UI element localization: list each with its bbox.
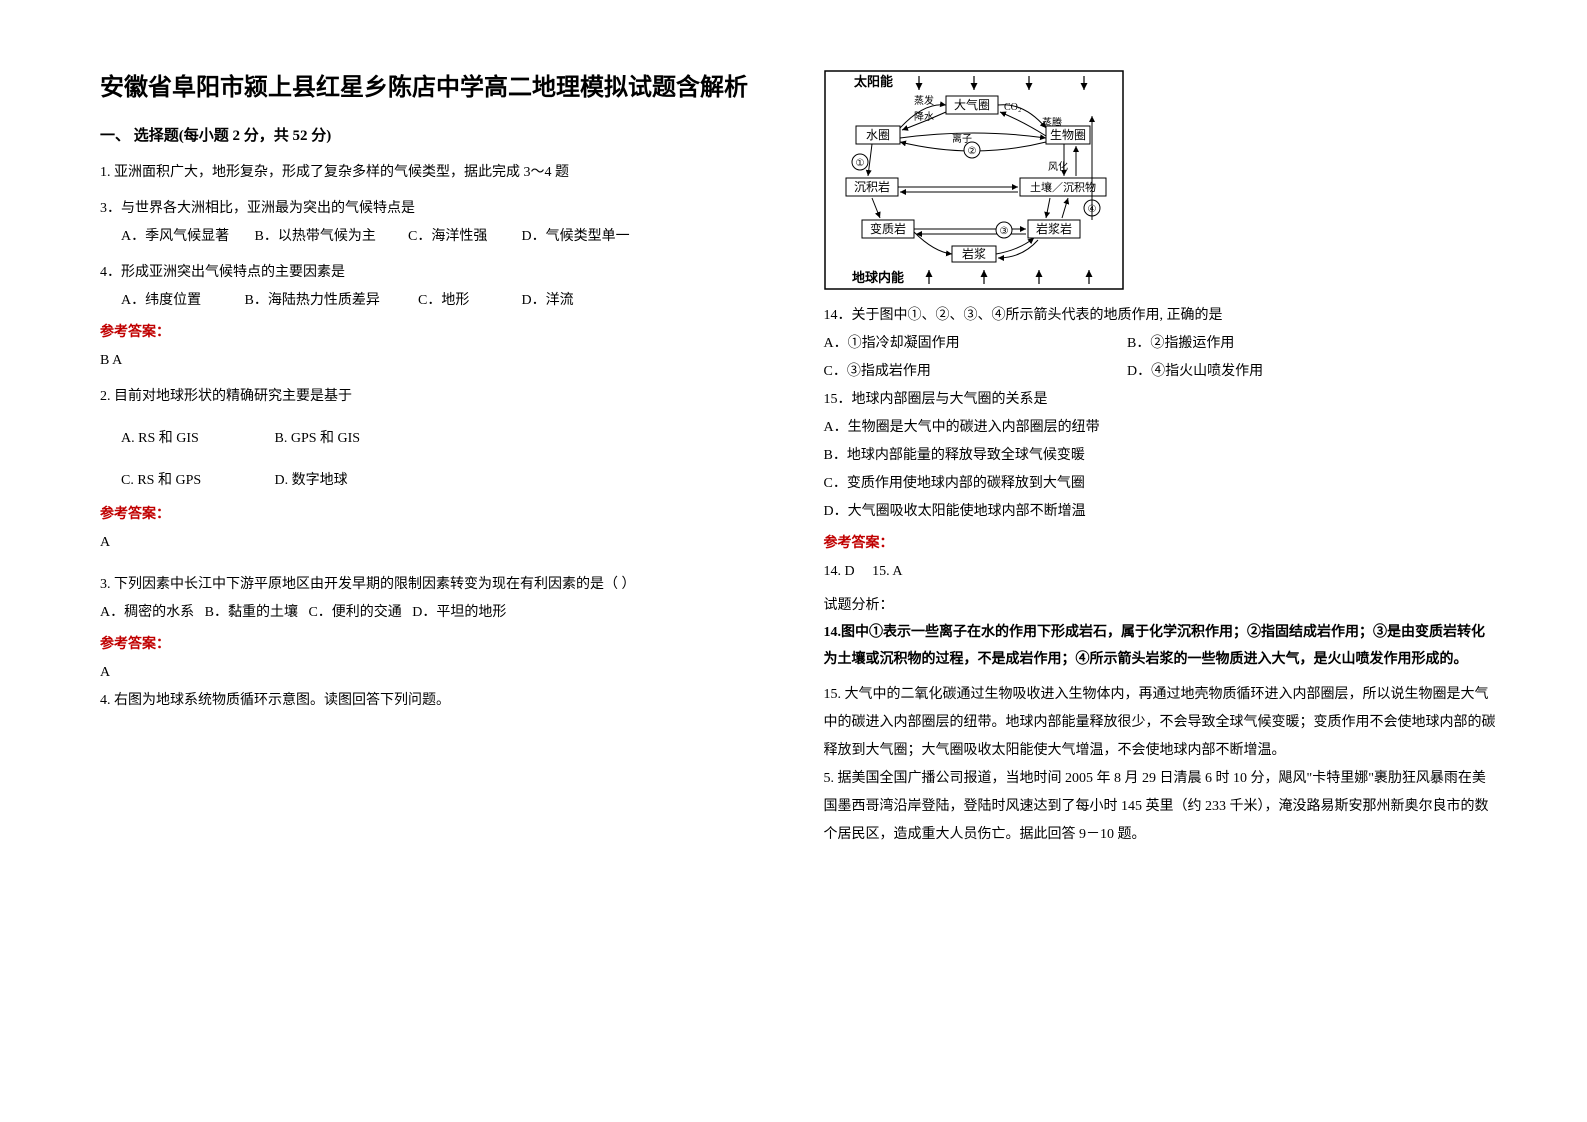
opt-b: B. GPS 和 GIS [275, 425, 361, 453]
opt-d: D. 数字地球 [275, 467, 348, 495]
q5-stem: 5. 据美国全国广播公司报道，当地时间 2005 年 8 月 29 日清晨 6 … [824, 765, 1498, 849]
svg-text:土壤／沉积物: 土壤／沉积物 [1030, 180, 1096, 194]
right-answer: 14. D 15. A [824, 558, 1498, 586]
answer-label: 参考答案： [824, 532, 1498, 552]
q3-opts: A．稠密的水系 B．黏重的土壤 C．便利的交通 D．平坦的地形 [100, 599, 774, 627]
opt-c: C．③指成岩作用 [824, 358, 1124, 386]
q2-stem: 2. 目前对地球形状的精确研究主要是基于 [100, 383, 774, 411]
svg-text:风化: 风化 [1048, 160, 1068, 173]
q2-opts-row1: A. RS 和 GIS B. GPS 和 GIS [100, 425, 774, 453]
analysis-14: 14.图中①表示一些离子在水的作用下形成岩石，属于化学沉积作用；②指固结成岩作用… [824, 620, 1498, 673]
opt-c: C．海洋性强 [408, 223, 518, 251]
diagram-svg: 太阳能 大气圈 蒸发 降水 CO₂ 蒸腾 水圈 生物圈 离子 [824, 70, 1124, 290]
q15-opt-d: D．大气圈吸收太阳能使地球内部不断增温 [824, 498, 1498, 526]
q1-sub4: 4．形成亚洲突出气候特点的主要因素是 [100, 259, 774, 287]
svg-text:岩浆: 岩浆 [961, 246, 985, 261]
opt-c: C．地形 [418, 287, 518, 315]
q1-sub3-opts: A．季风气候显著 B．以热带气候为主 C．海洋性强 D．气候类型单一 [100, 223, 774, 251]
svg-text:大气圈: 大气圈 [953, 97, 989, 112]
q3-answer: A [100, 659, 774, 687]
q15-opt-b: B．地球内部能量的释放导致全球气候变暖 [824, 442, 1498, 470]
svg-text:地球内能: 地球内能 [852, 270, 904, 285]
svg-text:沉积岩: 沉积岩 [853, 179, 889, 194]
opt-d: D．④指火山喷发作用 [1127, 364, 1263, 379]
opt-b: B．以热带气候为主 [255, 223, 405, 251]
q14-opts-row2: C．③指成岩作用 D．④指火山喷发作用 [824, 358, 1498, 386]
q15-opt-a: A．生物圈是大气中的碳进入内部圈层的纽带 [824, 414, 1498, 442]
opt-a: A．纬度位置 [121, 287, 241, 315]
left-column: 安徽省阜阳市颍上县红星乡陈店中学高二地理模拟试题含解析 一、 选择题(每小题 2… [100, 70, 774, 849]
svg-text:蒸发: 蒸发 [914, 94, 934, 107]
analysis-label: 试题分析： [824, 594, 1498, 614]
opt-b: B．②指搬运作用 [1127, 336, 1234, 351]
answer-label: 参考答案： [100, 503, 774, 523]
q2-answer: A [100, 529, 774, 557]
answer-label: 参考答案： [100, 633, 774, 653]
svg-text:生物圈: 生物圈 [1049, 128, 1085, 142]
q2-opts-row2: C. RS 和 GPS D. 数字地球 [100, 467, 774, 495]
svg-text:变质岩: 变质岩 [869, 221, 905, 236]
material-cycle-diagram: 太阳能 大气圈 蒸发 降水 CO₂ 蒸腾 水圈 生物圈 离子 [824, 70, 1498, 290]
q14-opts-row1: A．①指冷却凝固作用 B．②指搬运作用 [824, 330, 1498, 358]
svg-text:水圈: 水圈 [865, 128, 889, 142]
q1-stem: 1. 亚洲面积广大，地形复杂，形成了复杂多样的气候类型，据此完成 3～4 题 [100, 159, 774, 187]
opt-a: A．季风气候显著 [121, 223, 251, 251]
q1-sub3: 3．与世界各大洲相比，亚洲最为突出的气候特点是 [100, 195, 774, 223]
opt-c: C. RS 和 GPS [121, 467, 271, 495]
q1-sub4-opts: A．纬度位置 B．海陆热力性质差异 C．地形 D．洋流 [100, 287, 774, 315]
doc-title: 安徽省阜阳市颍上县红星乡陈店中学高二地理模拟试题含解析 [100, 70, 774, 106]
opt-d: D．洋流 [522, 287, 574, 315]
answer-label: 参考答案： [100, 321, 774, 341]
q3-stem: 3. 下列因素中长江中下游平原地区由开发早期的限制因素转变为现在有利因素的是（ … [100, 571, 774, 599]
svg-text:岩浆岩: 岩浆岩 [1035, 221, 1071, 236]
section-heading: 一、 选择题(每小题 2 分，共 52 分) [100, 124, 774, 145]
q4-stem: 4. 右图为地球系统物质循环示意图。读图回答下列问题。 [100, 687, 774, 715]
opt-a: A．①指冷却凝固作用 [824, 330, 1124, 358]
q15-opt-c: C．变质作用使地球内部的碳释放到大气圈 [824, 470, 1498, 498]
opt-d: D．气候类型单一 [522, 223, 630, 251]
q15-stem: 15．地球内部圈层与大气圈的关系是 [824, 386, 1498, 414]
svg-text:②: ② [967, 146, 976, 157]
lbl-solar: 太阳能 [853, 74, 893, 89]
svg-text:③: ③ [999, 226, 1008, 237]
analysis-15: 15. 大气中的二氧化碳通过生物吸收进入生物体内，再通过地壳物质循环进入内部圈层… [824, 681, 1498, 765]
right-column: 太阳能 大气圈 蒸发 降水 CO₂ 蒸腾 水圈 生物圈 离子 [824, 70, 1498, 849]
svg-text:①: ① [855, 158, 864, 169]
opt-b: B．海陆热力性质差异 [245, 287, 415, 315]
opt-a: A. RS 和 GIS [121, 425, 271, 453]
q1-answer: B A [100, 347, 774, 375]
q14-stem: 14．关于图中①、②、③、④所示箭头代表的地质作用, 正确的是 [824, 302, 1498, 330]
page-root: 安徽省阜阳市颍上县红星乡陈店中学高二地理模拟试题含解析 一、 选择题(每小题 2… [100, 70, 1497, 849]
